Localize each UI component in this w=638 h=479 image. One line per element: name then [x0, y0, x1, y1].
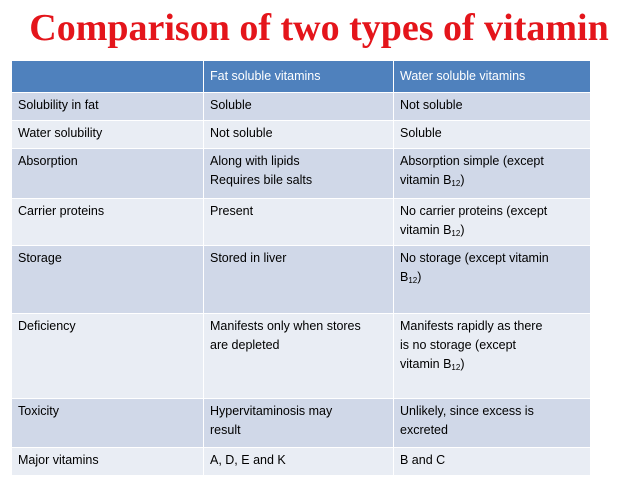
- table-row: Storage Stored in liver No storage (exce…: [11, 245, 591, 314]
- water-soluble-cell: Absorption simple (except vitamin B12): [393, 148, 591, 199]
- cell-text: Manifests rapidly as there is no storage…: [400, 319, 543, 371]
- water-soluble-cell: Unlikely, since excess is excreted: [393, 398, 591, 448]
- row-feature: Major vitamins: [11, 447, 204, 476]
- cell-text-end: ): [460, 357, 465, 371]
- water-soluble-cell: No carrier proteins (except vitamin B12): [393, 198, 591, 246]
- row-feature: Toxicity: [11, 398, 204, 448]
- cell-text-end: ): [460, 173, 465, 187]
- fat-soluble-cell: Along with lipids Requires bile salts: [203, 148, 394, 199]
- fat-soluble-cell: Not soluble: [203, 120, 394, 149]
- cell-text-end: ): [460, 223, 465, 237]
- row-feature: Deficiency: [11, 313, 204, 399]
- water-soluble-cell: B and C: [393, 447, 591, 476]
- header-water-soluble: Water soluble vitamins: [393, 60, 591, 93]
- row-feature: Water solubility: [11, 120, 204, 149]
- table-row: Major vitamins A, D, E and K B and C: [11, 447, 591, 476]
- comparison-table: Fat soluble vitamins Water soluble vitam…: [11, 60, 591, 476]
- header-feature: [11, 60, 204, 93]
- cell-text: No storage (except vitamin B: [400, 251, 549, 284]
- water-soluble-cell: Manifests rapidly as there is no storage…: [393, 313, 591, 399]
- cell-text-end: ): [417, 270, 422, 284]
- fat-soluble-cell: Manifests only when stores are depleted: [203, 313, 394, 399]
- fat-soluble-cell: Stored in liver: [203, 245, 394, 314]
- water-soluble-cell: No storage (except vitamin B12): [393, 245, 591, 314]
- table-row: Toxicity Hypervitaminosis may result Unl…: [11, 398, 591, 448]
- row-feature: Absorption: [11, 148, 204, 199]
- subscript: 12: [451, 179, 461, 188]
- cell-text: Absorption simple (except vitamin B: [400, 154, 544, 187]
- row-feature: Storage: [11, 245, 204, 314]
- row-feature: Carrier proteins: [11, 198, 204, 246]
- fat-soluble-cell: A, D, E and K: [203, 447, 394, 476]
- subscript: 12: [451, 363, 461, 372]
- subscript: 12: [408, 276, 418, 285]
- table-row: Absorption Along with lipids Requires bi…: [11, 148, 591, 199]
- header-fat-soluble: Fat soluble vitamins: [203, 60, 394, 93]
- page-title: Comparison of two types of vitamin: [29, 7, 609, 49]
- water-soluble-cell: Not soluble: [393, 92, 591, 121]
- row-feature: Solubility in fat: [11, 92, 204, 121]
- table-row: Deficiency Manifests only when stores ar…: [11, 313, 591, 399]
- water-soluble-cell: Soluble: [393, 120, 591, 149]
- fat-soluble-cell: Hypervitaminosis may result: [203, 398, 394, 448]
- table-row: Water solubility Not soluble Soluble: [11, 120, 591, 149]
- table-header-row: Fat soluble vitamins Water soluble vitam…: [11, 60, 591, 93]
- cell-text: No carrier proteins (except vitamin B: [400, 204, 548, 237]
- subscript: 12: [451, 229, 461, 238]
- fat-soluble-cell: Soluble: [203, 92, 394, 121]
- fat-soluble-cell: Present: [203, 198, 394, 246]
- table-row: Carrier proteins Present No carrier prot…: [11, 198, 591, 246]
- table-row: Solubility in fat Soluble Not soluble: [11, 92, 591, 121]
